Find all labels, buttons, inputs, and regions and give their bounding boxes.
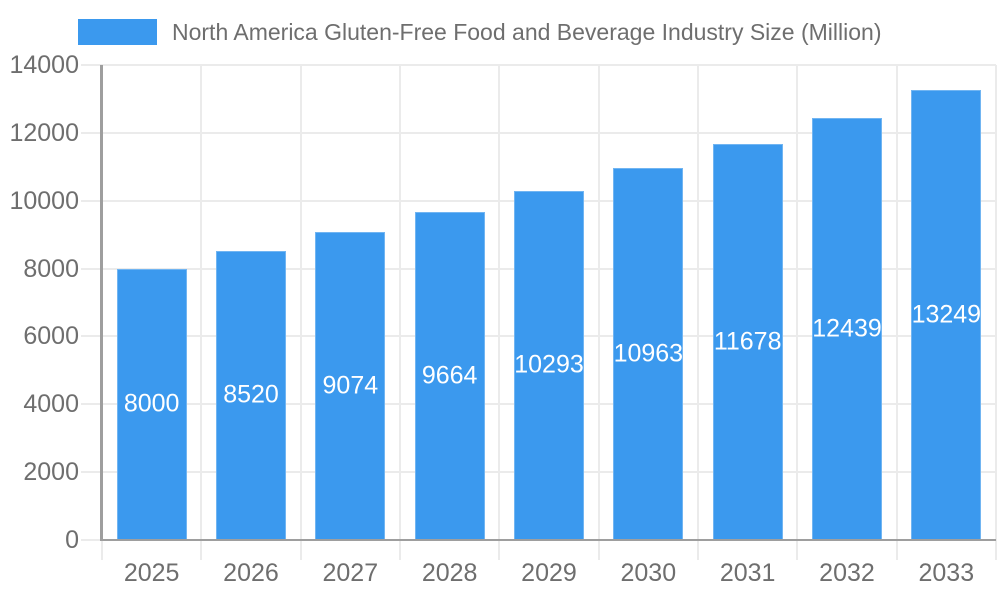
y-axis-tick-label: 4000 [23,390,79,419]
v-gridline [597,65,600,560]
y-axis-tick-label: 8000 [23,254,79,283]
x-axis-tick-label: 2025 [123,559,180,587]
x-axis-line [100,538,996,541]
y-axis-tick-label: 14000 [9,51,79,79]
v-gridline [299,65,302,560]
bar-value-label: 8000 [123,389,180,418]
y-axis-tick-label: 0 [65,526,79,554]
v-gridline [995,65,997,560]
bar-value-label: 8520 [223,380,279,409]
y-axis-line [100,65,103,540]
v-gridline [101,540,103,560]
v-gridline [796,65,799,560]
bar[interactable]: 11678 [712,143,783,540]
bar-value-label: 11678 [713,327,782,356]
v-gridline [498,65,501,560]
bar[interactable]: 12439 [812,117,882,540]
bar[interactable]: 8520 [216,250,286,540]
legend-label: North America Gluten-Free Food and Bever… [172,18,882,45]
x-axis-tick-label: 2032 [819,559,875,587]
h-gridline [81,131,996,134]
bar-value-label: 9664 [421,361,478,390]
x-axis-tick-label: 2029 [521,559,577,587]
x-axis-tick-label: 2031 [719,559,776,587]
h-gridline [81,539,102,541]
bar[interactable]: 9074 [315,232,386,540]
bar-value-label: 10293 [514,350,584,379]
bar[interactable]: 10963 [613,168,684,540]
h-gridline [81,64,996,66]
bar[interactable]: 13249 [911,90,982,540]
legend: North America Gluten-Free Food and Bever… [78,16,881,48]
x-axis-tick-label: 2030 [620,559,677,587]
bar-value-label: 9074 [322,371,379,400]
x-axis-tick-label: 2026 [223,559,279,587]
y-axis-tick-label: 10000 [9,186,79,215]
bar-value-label: 12439 [812,314,882,343]
v-gridline [200,65,203,560]
y-axis-tick-label: 12000 [9,118,79,147]
x-axis-tick-label: 2028 [421,559,478,587]
v-gridline [697,65,699,560]
bar-value-label: 10963 [613,339,684,368]
v-gridline [895,65,898,560]
legend-swatch [78,19,157,45]
x-axis-tick-label: 2033 [918,559,975,587]
bar[interactable]: 9664 [414,212,485,540]
bar[interactable]: 8000 [116,268,187,540]
v-gridline [399,65,401,560]
bar-value-label: 13249 [911,300,982,329]
bar[interactable]: 10293 [514,190,584,540]
y-axis-tick-label: 6000 [23,322,79,351]
y-axis-tick-label: 2000 [23,458,79,487]
x-axis-tick-label: 2027 [322,559,379,587]
